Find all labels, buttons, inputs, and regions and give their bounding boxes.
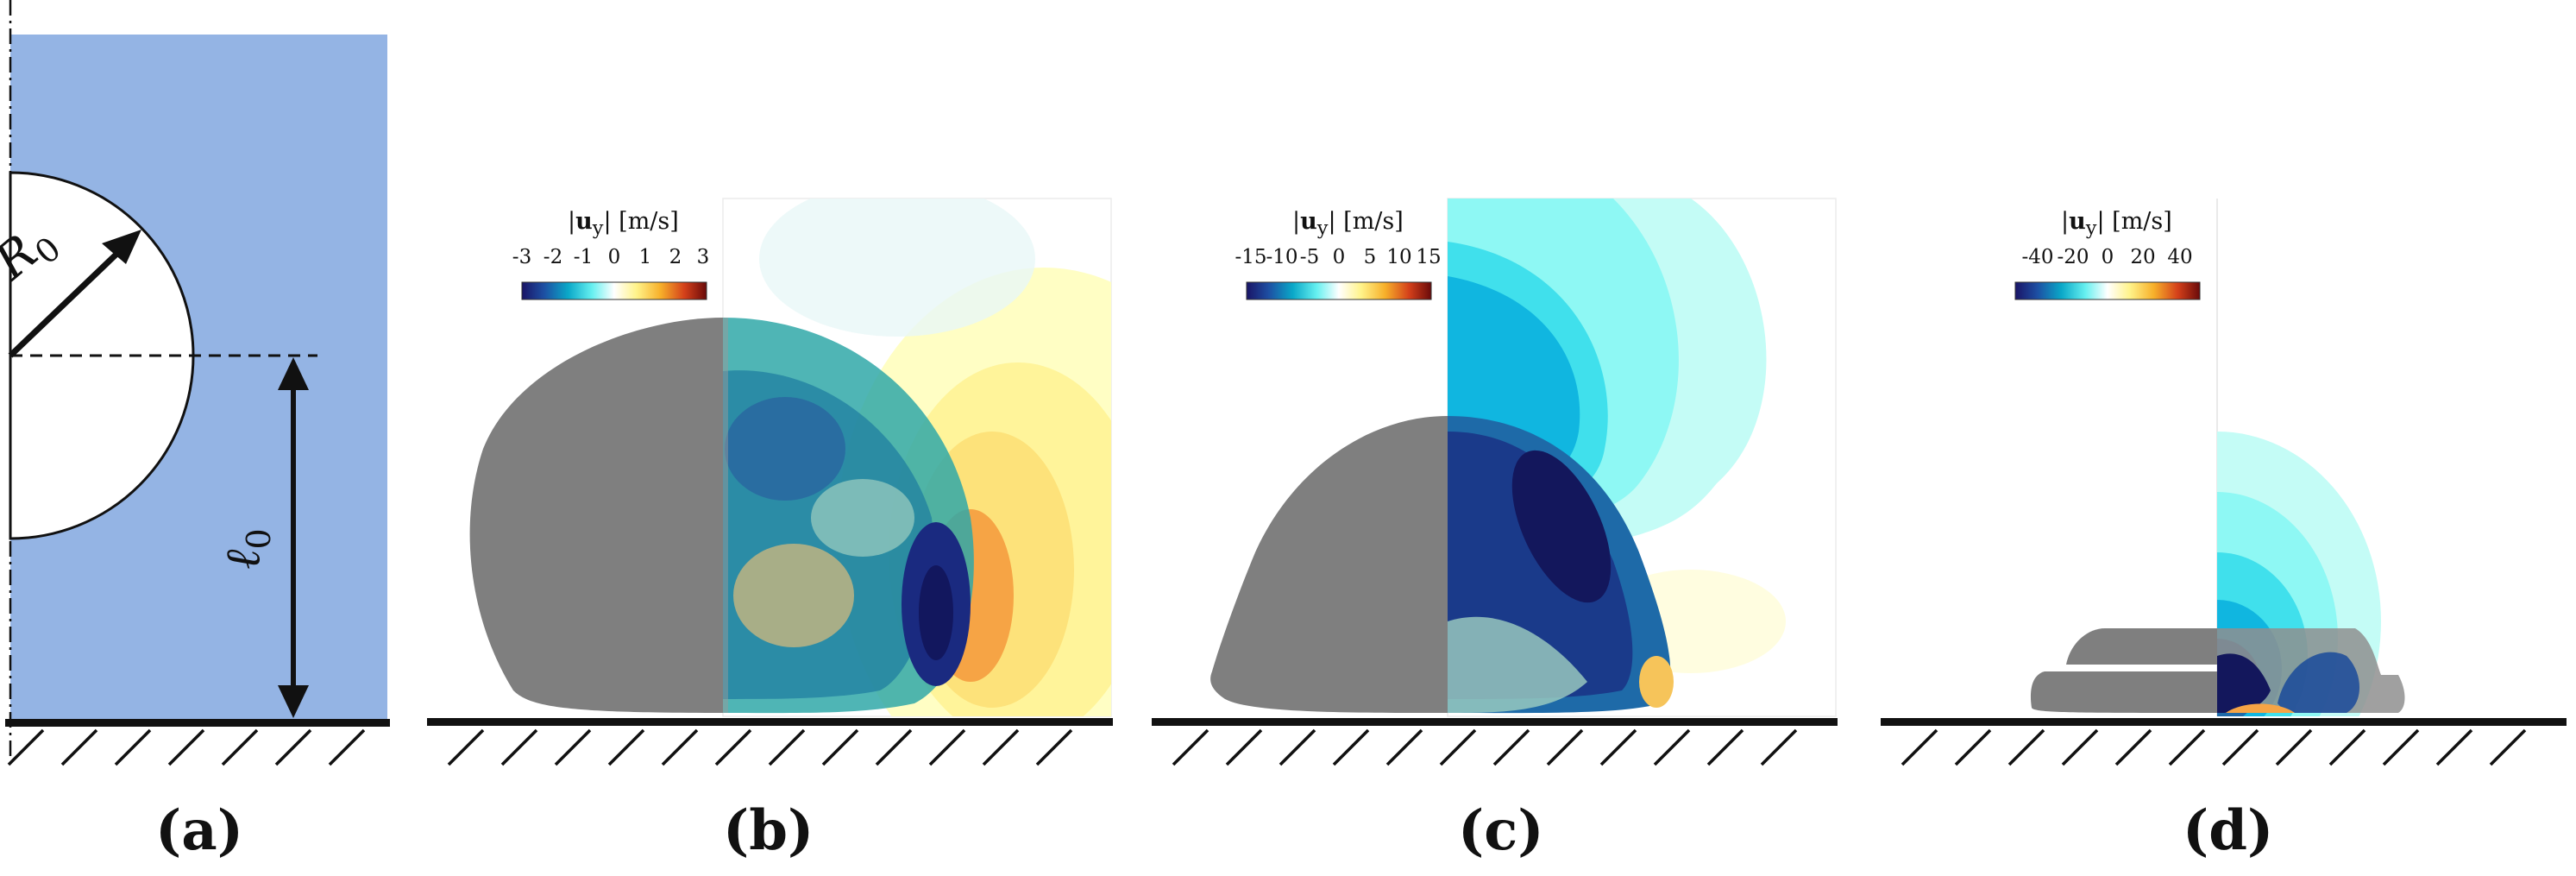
panel-label-c: (c) [1458, 798, 1544, 863]
colorbar-tick: 0 [2101, 246, 2114, 268]
panel-label-d: (d) [2183, 798, 2274, 863]
colorbar-tick: -40 [2021, 246, 2054, 268]
height-arrowhead-bottom [278, 685, 309, 718]
radius-arrow [8, 241, 130, 358]
colorbar-tick: -20 [2057, 246, 2089, 268]
droplet-d-cap [2066, 628, 2217, 665]
height-arrowhead-top [278, 357, 309, 390]
ground-b [427, 718, 1113, 726]
panel-d-simulation [1881, 199, 2567, 766]
colorbar-tick: 3 [696, 246, 710, 268]
colorbar-tick: -15 [1235, 246, 1267, 268]
droplet-c [1210, 416, 1448, 713]
colorbar-tick: 40 [2167, 246, 2193, 268]
colorbar-tick: -3 [512, 246, 532, 268]
ground-c [1152, 718, 1838, 726]
height-symbol: ℓ0 [215, 528, 278, 570]
ground-hatch-a [7, 728, 366, 766]
colorbar-tick: -5 [1299, 246, 1320, 268]
colorbar-tick: -10 [1266, 246, 1298, 268]
ground-hatch-d [1901, 728, 2527, 766]
ground-hatch-b [447, 728, 1073, 766]
droplet-d-base [2030, 671, 2217, 713]
panel-label-a: (a) [155, 798, 244, 863]
radius-arrowhead [102, 230, 141, 264]
colorbar-tick: -1 [573, 246, 594, 268]
colorbar-b [521, 281, 707, 300]
colorbar-tick: 15 [1416, 246, 1442, 268]
panel-c-simulation [1152, 198, 1838, 766]
colorbar-tick: 20 [2130, 246, 2156, 268]
colorbar-tick: 0 [607, 246, 621, 268]
ground-a [5, 719, 390, 727]
panel-label-b: (b) [723, 798, 814, 863]
colorbar-c [1246, 281, 1432, 300]
colorbar-b-title: |uy| [m/s] [568, 208, 679, 240]
colorbar-tick: -2 [543, 246, 563, 268]
contour-c-inner [1448, 416, 1674, 714]
colorbar-tick: 5 [1363, 246, 1377, 268]
droplet-b [469, 318, 723, 713]
colorbar-c-title: |uy| [m/s] [1292, 208, 1404, 240]
colorbar-tick: 2 [669, 246, 682, 268]
ground-hatch-c [1172, 728, 1798, 766]
colorbar-tick: 10 [1386, 246, 1412, 268]
contour-b-inner [723, 318, 974, 714]
ground-d [1881, 718, 2567, 726]
colorbar-d [2014, 281, 2201, 300]
panel-a-sketch [5, 0, 390, 766]
contour-d-inner [2217, 653, 2271, 713]
colorbar-tick: 0 [1332, 246, 1346, 268]
panel-b-simulation [427, 198, 1113, 766]
colorbar-d-title: |uy| [m/s] [2061, 208, 2172, 240]
colorbar-tick: 1 [638, 246, 652, 268]
